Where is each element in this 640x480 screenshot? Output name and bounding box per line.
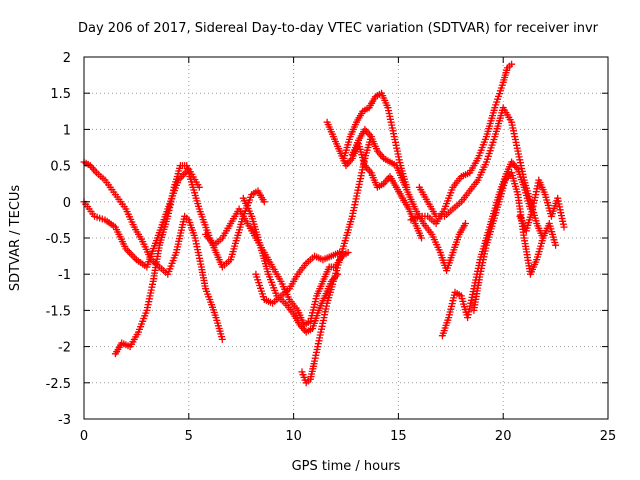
data-point [218,335,226,343]
data-markers [80,60,568,387]
y-tick-label: 2 [63,51,71,66]
x-axis-label: GPS time / hours [292,459,401,474]
y-tick-label: 1 [63,123,71,138]
y-tick-label: -2 [58,341,71,356]
x-tick-label: 20 [495,429,512,444]
y-axis-label: SDTVAR / TECUs [8,185,23,292]
y-tick-label: 0.5 [50,160,71,175]
data-point [560,223,568,231]
chart-title: Day 206 of 2017, Sidereal Day-to-day VTE… [78,21,599,36]
series-15 [516,176,568,235]
series-11 [407,60,516,227]
y-tick-label: -0.5 [46,232,71,247]
x-tick-label: 25 [600,429,617,444]
series-5 [239,194,342,336]
series-12 [415,104,547,242]
x-tick-label: 5 [185,429,193,444]
data-point [195,183,203,191]
series-7 [298,133,375,387]
series-9 [340,89,411,191]
y-tick-label: -1 [58,268,71,283]
series-14 [470,169,560,314]
series-10 [348,125,469,275]
x-axis-ticks: 0 5 10 15 20 25 [80,57,616,444]
y-tick-label: -2.5 [46,377,71,392]
y-tick-label: 1.5 [50,87,71,102]
grid-lines [84,57,608,419]
data-point [462,220,469,227]
y-tick-label: 0 [63,196,71,211]
x-tick-label: 10 [285,429,302,444]
y-axis-ticks: -3 -2.5 -2 -1.5 -1 -0.5 0 0.5 1 1.5 2 [46,51,608,428]
data-point [260,198,268,206]
y-tick-label: -1.5 [46,304,71,319]
data-point [418,234,425,242]
data-point [552,241,560,249]
data-point [344,249,352,256]
x-tick-label: 0 [80,429,88,444]
series-1 [80,158,226,343]
series-8 [323,118,425,242]
y-tick-label: -3 [58,413,71,428]
x-tick-label: 15 [390,429,407,444]
data-point [508,60,516,68]
